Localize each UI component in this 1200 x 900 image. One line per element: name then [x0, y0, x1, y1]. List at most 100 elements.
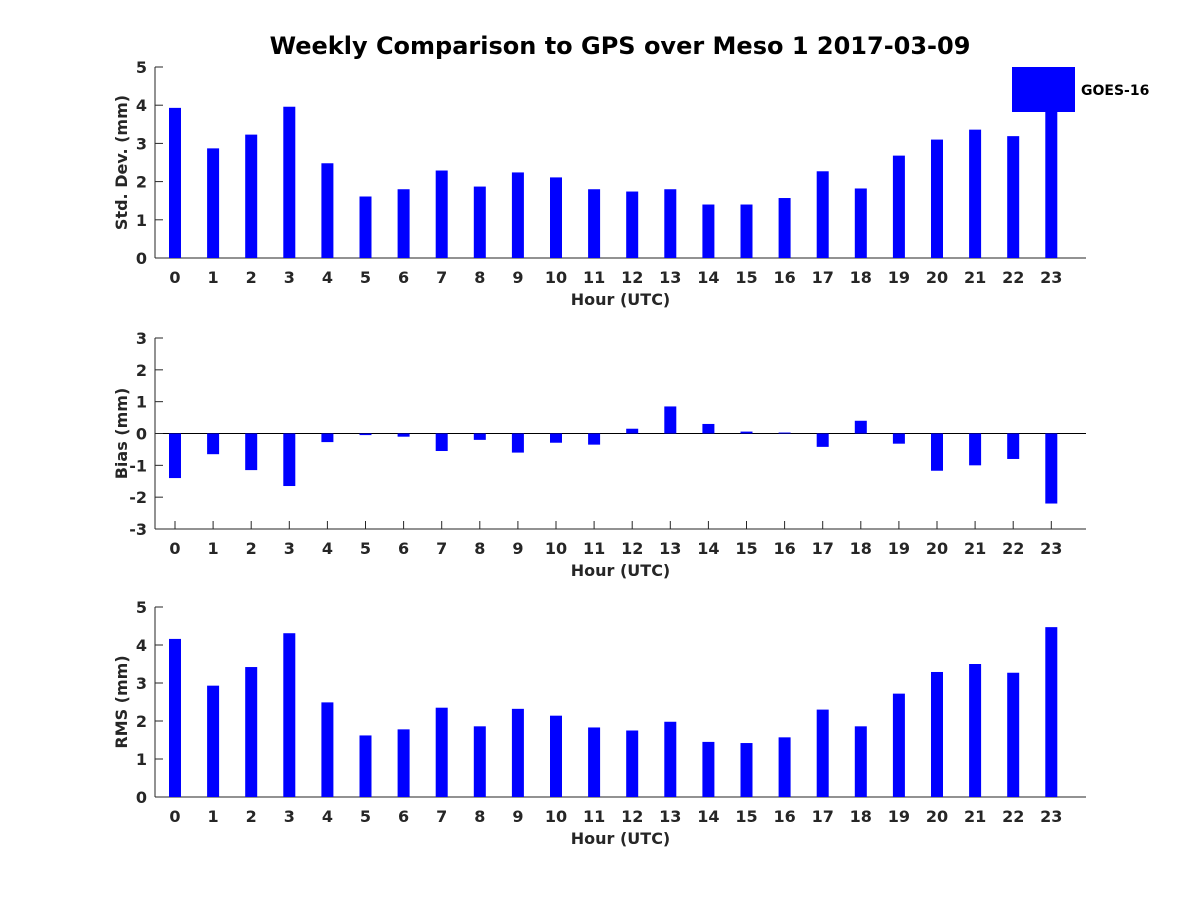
bar-hour-21 [969, 433, 982, 466]
x-tick-label: 15 [735, 268, 757, 287]
bar-hour-22 [1007, 136, 1020, 258]
x-tick-label: 2 [246, 268, 257, 287]
y-tick-label: -2 [129, 488, 147, 507]
legend: GOES-16 [1012, 67, 1149, 112]
bar-hour-18 [854, 420, 867, 434]
x-tick-label: 4 [322, 539, 333, 558]
y-tick-label: 3 [136, 134, 147, 153]
x-tick-label: 4 [322, 807, 333, 826]
bar-hour-0 [169, 638, 181, 797]
x-tick-label: 21 [964, 807, 986, 826]
x-tick-label: 0 [169, 268, 180, 287]
bar-hour-0 [169, 107, 181, 259]
bar-hour-23 [1045, 627, 1058, 797]
x-axis-label: Hour (UTC) [571, 290, 671, 309]
bar-hour-9 [511, 172, 524, 258]
bar-hour-4 [321, 433, 334, 443]
x-tick-label: 14 [697, 807, 719, 826]
bar-hour-6 [397, 729, 410, 797]
bar-hour-8 [473, 433, 486, 440]
x-tick-label: 15 [735, 807, 757, 826]
y-tick-label: 1 [136, 393, 147, 412]
x-tick-label: 9 [512, 807, 523, 826]
bar-hour-20 [931, 433, 943, 471]
bar-hour-7 [435, 170, 448, 258]
x-tick-label: 11 [583, 807, 605, 826]
y-axis-label: Std. Dev. (mm) [112, 95, 131, 230]
bar-hour-2 [245, 433, 258, 471]
bar-hour-17 [816, 433, 829, 447]
x-tick-label: 13 [659, 539, 681, 558]
y-tick-label: 0 [136, 249, 147, 268]
y-axis-label: RMS (mm) [112, 655, 131, 748]
x-tick-label: 16 [773, 268, 795, 287]
bar-hour-16 [778, 432, 791, 434]
x-tick-label: 3 [284, 807, 295, 826]
x-tick-label: 22 [1002, 807, 1024, 826]
bar-hour-22 [1007, 433, 1020, 459]
bar-hour-18 [854, 188, 867, 258]
y-tick-label: -3 [129, 520, 147, 539]
x-tick-label: 13 [659, 268, 681, 287]
y-tick-label: 2 [136, 173, 147, 192]
x-tick-label: 21 [964, 268, 986, 287]
bar-hour-8 [473, 186, 486, 258]
bar-hour-10 [550, 715, 562, 797]
bar-hour-22 [1007, 672, 1020, 797]
bar-hour-19 [892, 693, 905, 797]
bar-hour-12 [626, 428, 639, 434]
x-axis-label: Hour (UTC) [571, 561, 671, 580]
bar-hour-4 [321, 163, 334, 258]
bar-hour-19 [892, 155, 905, 258]
x-tick-label: 18 [850, 807, 872, 826]
bar-hour-13 [664, 189, 677, 258]
x-axis-label: Hour (UTC) [571, 829, 671, 848]
bar-hour-6 [397, 433, 410, 437]
x-tick-label: 1 [208, 807, 219, 826]
x-tick-label: 12 [621, 807, 643, 826]
x-tick-label: 0 [169, 807, 180, 826]
bar-hour-3 [283, 106, 296, 258]
bar-hour-13 [664, 721, 677, 797]
figure-title: Weekly Comparison to GPS over Meso 1 201… [270, 32, 971, 60]
bar-hour-12 [626, 191, 639, 258]
legend-swatch [1012, 67, 1075, 112]
x-tick-label: 11 [583, 268, 605, 287]
bar-hour-1 [207, 148, 220, 258]
x-tick-label: 18 [850, 539, 872, 558]
y-axis-label: Bias (mm) [112, 388, 131, 480]
bar-hour-20 [931, 671, 943, 797]
y-tick-label: 0 [136, 425, 147, 444]
bar-hour-10 [550, 433, 562, 443]
bar-hour-14 [702, 204, 715, 258]
x-tick-label: 5 [360, 807, 371, 826]
x-tick-label: 7 [436, 807, 447, 826]
x-tick-label: 14 [697, 539, 719, 558]
x-tick-label: 14 [697, 268, 719, 287]
bar-hour-14 [702, 423, 715, 434]
bar-hour-6 [397, 189, 410, 258]
bar-hour-11 [588, 433, 601, 445]
bar-hour-14 [702, 741, 715, 797]
x-tick-label: 5 [360, 539, 371, 558]
bar-hour-5 [359, 735, 372, 797]
x-tick-label: 0 [169, 539, 180, 558]
x-tick-label: 6 [398, 268, 409, 287]
bar-hour-16 [778, 737, 791, 797]
x-tick-label: 7 [436, 539, 447, 558]
x-tick-label: 23 [1040, 807, 1062, 826]
x-tick-label: 19 [888, 539, 910, 558]
x-tick-label: 15 [735, 539, 757, 558]
x-tick-label: 23 [1040, 539, 1062, 558]
y-tick-label: 1 [136, 750, 147, 769]
bar-hour-21 [969, 129, 982, 258]
bar-hour-9 [511, 433, 524, 453]
x-tick-label: 22 [1002, 539, 1024, 558]
x-tick-label: 8 [474, 539, 485, 558]
y-tick-label: 0 [136, 788, 147, 807]
bar-hour-12 [626, 730, 639, 797]
bar-hour-3 [283, 633, 296, 797]
